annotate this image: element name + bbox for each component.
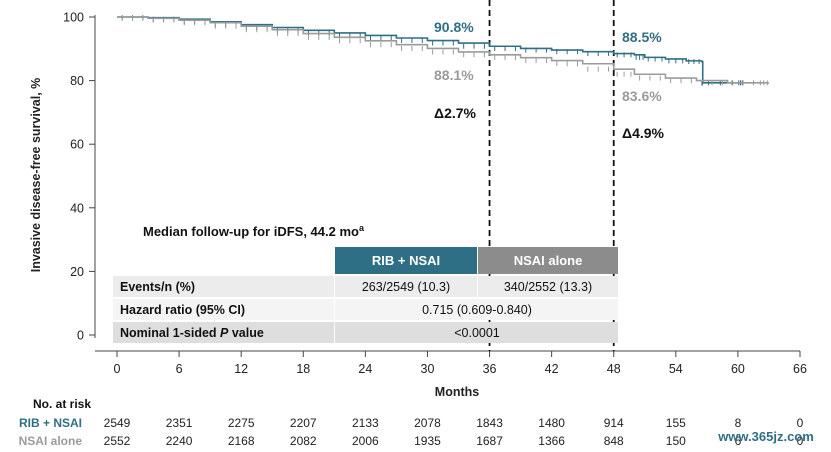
row-hr-label: Hazard ratio (95% CI)	[120, 303, 245, 317]
at-risk-value: 150	[666, 434, 686, 448]
x-tick-label: 60	[731, 362, 745, 376]
annotation-delta-36: Δ2.7%	[434, 105, 477, 121]
at-risk-value: 6	[735, 434, 742, 448]
at-risk-value: 2240	[166, 434, 193, 448]
at-risk-value: 2351	[166, 416, 193, 430]
row-events-val2: 340/2552 (13.3)	[504, 280, 592, 294]
x-axis-label: Months	[435, 385, 479, 399]
at-risk-value: 2078	[414, 416, 441, 430]
row-hr-value: 0.715 (0.609-0.840)	[422, 303, 532, 317]
x-tick-label: 18	[296, 362, 310, 376]
x-tick-label: 66	[793, 362, 807, 376]
row-hr-value-cell	[335, 299, 618, 320]
y-tick-label: 80	[70, 74, 84, 88]
row-events-val1-cell	[335, 276, 477, 297]
x-tick-label: 24	[358, 362, 372, 376]
at-risk-value: 2275	[228, 416, 255, 430]
row-events-label: Events/n (%)	[120, 280, 195, 294]
curve-nsai-alone	[117, 16, 769, 84]
annotation-rib-48: 88.5%	[622, 29, 662, 45]
table-title-sup: a	[359, 223, 365, 233]
at-risk-value: 1480	[538, 416, 565, 430]
at-risk-value: 2552	[104, 434, 131, 448]
reference-lines	[488, 0, 615, 351]
watermark: www.365jz.com	[717, 429, 814, 444]
survival-curves	[117, 15, 769, 86]
at-risk-value: 2006	[352, 434, 379, 448]
annotation-rib-36: 90.8%	[434, 19, 474, 35]
at-risk-value: 848	[604, 434, 624, 448]
x-tick-label: 12	[234, 362, 248, 376]
y-axis-label: Invasive disease-free survival, %	[29, 78, 43, 273]
row-events-label-cell	[113, 276, 334, 297]
header-nsai: NSAI alone	[514, 253, 583, 268]
at-risk-value: 1843	[476, 416, 503, 430]
x-tick-label: 36	[483, 362, 497, 376]
at-risk-value: 1935	[414, 434, 441, 448]
x-tick-label: 30	[421, 362, 435, 376]
at-risk-value: 8	[735, 416, 742, 430]
row-events-val2-cell	[478, 276, 618, 297]
at-risk-value: 155	[666, 416, 686, 430]
row-events-val1: 263/2549 (10.3)	[362, 280, 450, 294]
at-risk-label-rib: RIB + NSAI	[19, 416, 82, 430]
header-nsai-cell	[478, 247, 618, 274]
row-p-value: <0.0001	[454, 326, 500, 340]
at-risk-value: 1687	[476, 434, 503, 448]
at-risk-value: 2082	[290, 434, 317, 448]
at-risk-value: 2207	[290, 416, 317, 430]
at-risk-value: 914	[604, 416, 624, 430]
y-tick-label: 0	[77, 329, 84, 343]
annotation-delta-48: Δ4.9%	[622, 125, 665, 141]
x-tick-label: 54	[669, 362, 683, 376]
annotation-nsai-36: 88.1%	[434, 67, 474, 83]
y-tick-label: 20	[70, 265, 84, 279]
row-p-value-cell	[335, 322, 618, 343]
summary-table: Median follow-up for iDFS, 44.2 moa RIB …	[113, 223, 618, 343]
at-risk-value: 1366	[538, 434, 565, 448]
at-risk-values: 2549 2351 2275 2207 2133 2078 1843 1480 914 155 8 0…	[104, 416, 804, 448]
x-tick-label: 48	[607, 362, 621, 376]
at-risk-value: 0	[797, 434, 804, 448]
row-p-label-cell	[113, 322, 334, 343]
y-tick-label: 100	[63, 11, 84, 25]
y-tick-label: 60	[70, 138, 84, 152]
y-tick-label: 40	[70, 201, 84, 215]
x-ticks: 0 6 12 18 24 30 36 42 48 54 60 66	[114, 351, 807, 376]
header-rib: RIB + NSAI	[372, 253, 440, 268]
row-p-label: Nominal 1-sided P value	[120, 326, 264, 340]
at-risk-label-nsai: NSAI alone	[19, 434, 83, 448]
curve-rib-nsai	[117, 16, 744, 84]
at-risk-value: 2549	[104, 416, 131, 430]
row-hr-label-cell	[113, 299, 334, 320]
at-risk-value: 2133	[352, 416, 379, 430]
axes	[94, 15, 800, 352]
y-ticks: 0 20 40 60 80 100	[63, 11, 95, 343]
annotation-nsai-48: 83.6%	[622, 88, 662, 104]
at-risk-value: 0	[797, 416, 804, 430]
x-tick-label: 0	[114, 362, 121, 376]
at-risk-title: No. at risk	[33, 397, 91, 411]
table-title: Median follow-up for iDFS, 44.2 moa	[143, 223, 365, 239]
header-rib-cell	[335, 247, 477, 274]
x-tick-label: 6	[176, 362, 183, 376]
x-tick-label: 42	[545, 362, 559, 376]
at-risk-value: 2168	[228, 434, 255, 448]
